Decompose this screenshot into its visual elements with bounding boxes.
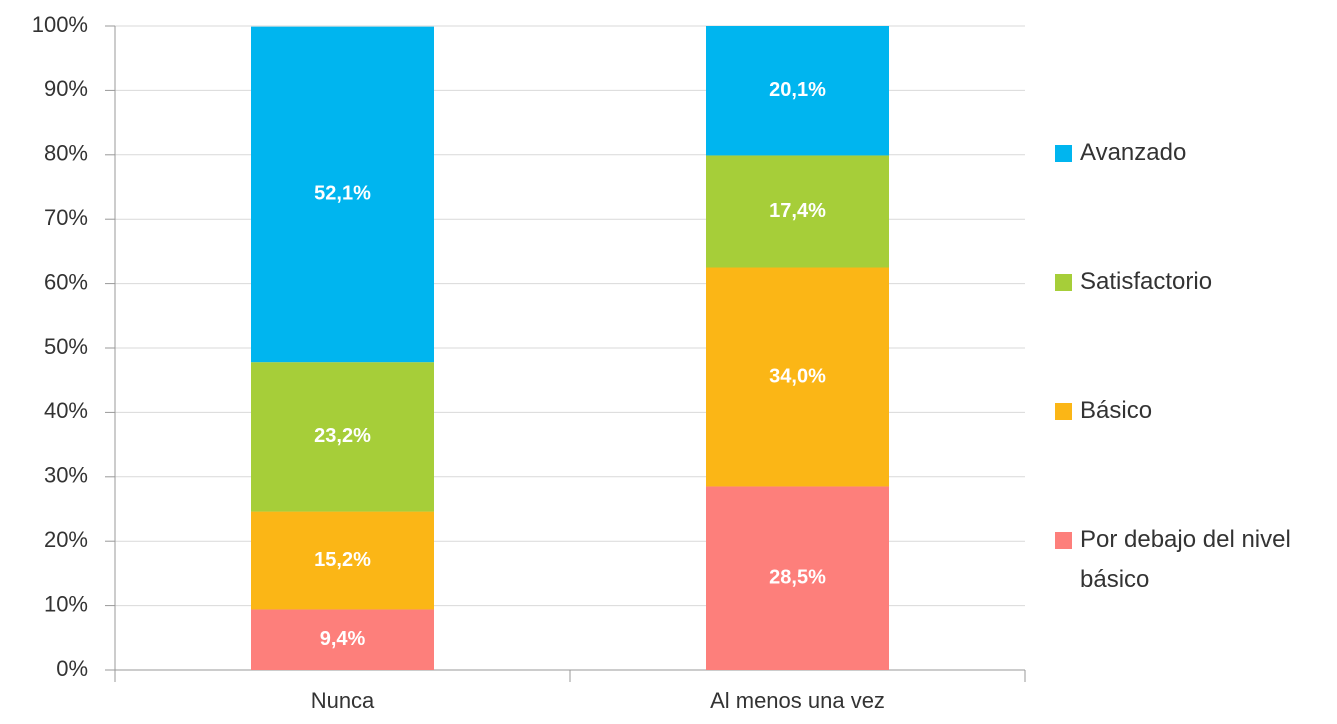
y-tick-label: 30% [44,463,88,488]
value-label: 34,0% [769,365,826,387]
y-tick-label: 80% [44,141,88,166]
value-label: 52,1% [314,183,371,205]
value-label: 20,1% [769,79,826,101]
bar-segment [706,486,889,670]
y-tick-label: 40% [44,398,88,423]
value-label: 28,5% [769,567,826,589]
value-label: 23,2% [314,425,371,447]
legend-swatch [1055,532,1072,549]
x-tick-label: Nunca [311,688,375,713]
bar-segment [251,362,434,512]
y-tick-label: 60% [44,269,88,294]
value-label: 17,4% [769,200,826,222]
value-label: 9,4% [320,628,366,650]
x-tick-label: Al menos una vez [710,688,885,713]
legend-label: Satisfactorio [1080,268,1213,295]
legend-swatch [1055,403,1072,420]
bar-segment [706,26,889,156]
legend-entry: Avanzado [1055,133,1335,173]
legend-swatch [1055,145,1072,162]
bar-segment [706,155,889,268]
legend-label: Básico [1080,397,1153,424]
y-tick-label: 0% [56,656,88,681]
y-tick-label: 90% [44,76,88,101]
legend-label: Por debajo del nivel básico [1080,526,1291,593]
bar-segment [251,609,434,670]
bar-segment [251,511,434,610]
y-tick-label: 20% [44,527,88,552]
legend-entry: Satisfactorio [1055,262,1335,302]
y-tick-label: 100% [32,12,88,37]
legend-entry: Básico [1055,391,1335,431]
value-label: 15,2% [314,549,371,571]
legend-label: Avanzado [1080,139,1187,166]
bar-segment [251,26,434,363]
legend-swatch [1055,274,1072,291]
legend-entry: Por debajo del nivel básico [1055,520,1335,600]
y-tick-label: 50% [44,334,88,359]
bar-segment [706,267,889,487]
y-tick-label: 70% [44,205,88,230]
y-tick-label: 10% [44,591,88,616]
